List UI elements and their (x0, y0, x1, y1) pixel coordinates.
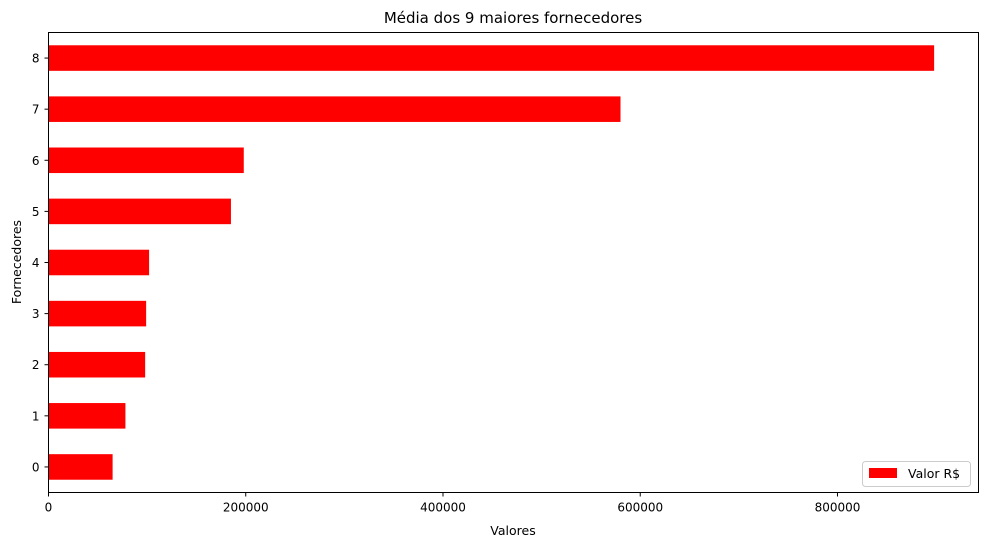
bar-5 (48, 198, 231, 225)
bar-8 (48, 45, 935, 71)
chart-title: Média dos 9 maiores fornecedores (384, 9, 643, 27)
bar-4 (48, 249, 150, 276)
y-tick-label-2: 2 (32, 358, 40, 372)
y-tick-label-7: 7 (32, 103, 40, 117)
x-tick-label-2: 400000 (420, 501, 466, 515)
x-tick-label-3: 600000 (617, 501, 663, 515)
x-tick-label-1: 200000 (223, 501, 269, 515)
x-tick-label-0: 0 (45, 501, 53, 515)
bar-0 (48, 454, 113, 480)
y-tick-label-4: 4 (32, 256, 40, 270)
legend-label: Valor R$ (908, 466, 960, 481)
y-tick-label-5: 5 (32, 205, 40, 219)
y-tick-label-1: 1 (32, 409, 40, 423)
bar-1 (48, 403, 126, 429)
bar-6 (48, 147, 244, 174)
y-tick-label-3: 3 (32, 307, 40, 321)
plot-frame (48, 32, 979, 493)
legend-swatch (869, 468, 897, 478)
x-axis-title: Valores (490, 523, 535, 538)
x-tick-label-4: 800000 (815, 501, 861, 515)
legend: Valor R$ (862, 461, 971, 487)
bar-7 (48, 96, 621, 122)
bar-2 (48, 351, 146, 378)
y-tick-label-0: 0 (32, 460, 40, 474)
ticks-layer: 0 1 2 3 4 5 6 7 8 0 200000 400000 600000 800000 (32, 52, 861, 515)
bars-layer (48, 45, 935, 480)
bar-3 (48, 300, 147, 327)
legend-frame (862, 461, 971, 487)
y-axis-title: Fornecedores (9, 220, 24, 304)
y-tick-label-6: 6 (32, 154, 40, 168)
y-tick-label-8: 8 (32, 52, 40, 66)
